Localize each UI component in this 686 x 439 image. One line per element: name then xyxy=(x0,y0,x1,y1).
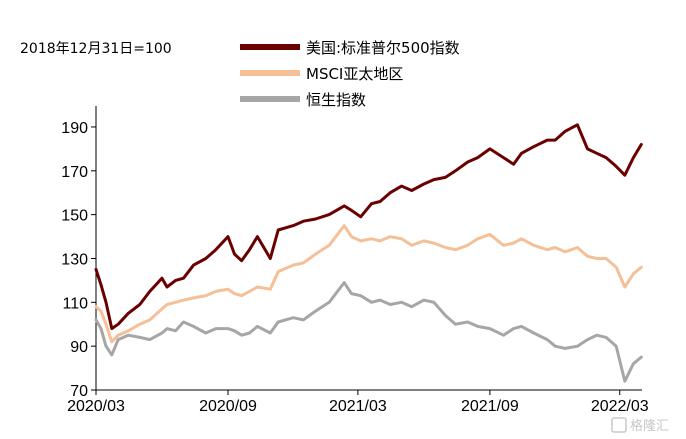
legend-item-hsi: 恒生指数 xyxy=(240,91,366,109)
y-tick-label: 190 xyxy=(61,120,88,137)
legend-item-msci: MSCI亚太地区 xyxy=(240,65,403,83)
baseline-note: 2018年12月31日=100 xyxy=(20,41,172,57)
x-tick-label: 2022/03 xyxy=(591,398,649,415)
watermark: 格隆汇 xyxy=(611,417,669,434)
legend-item-sp500: 美国:标准普尔500指数 xyxy=(240,39,460,57)
x-tick-label: 2020/03 xyxy=(67,398,125,415)
legend-label-sp500: 美国:标准普尔500指数 xyxy=(306,39,460,57)
series-line-2 xyxy=(94,281,643,383)
watermark-logo-icon xyxy=(611,417,627,433)
series-line-0 xyxy=(94,123,643,331)
y-tick-label: 90 xyxy=(70,339,88,356)
legend: 美国:标准普尔500指数 MSCI亚太地区 恒生指数 xyxy=(240,39,460,109)
x-tick-label: 2020/09 xyxy=(199,398,257,415)
series-line-1 xyxy=(94,224,643,344)
y-tick-label: 150 xyxy=(61,208,88,225)
legend-label-msci: MSCI亚太地区 xyxy=(306,65,403,83)
watermark-text: 格隆汇 xyxy=(630,418,669,434)
y-tick-label: 170 xyxy=(61,164,88,181)
y-tick-label: 110 xyxy=(62,295,88,312)
x-tick-label: 2021/03 xyxy=(329,398,387,415)
x-tick-label: 2021/09 xyxy=(461,398,519,415)
y-tick-label: 130 xyxy=(61,251,88,268)
plot-area: 70 90 110 130 150 170 190 2020/03 2020/09 2021/03… xyxy=(61,106,649,415)
legend-label-hsi: 恒生指数 xyxy=(306,91,366,109)
y-tick-label: 70 xyxy=(70,383,88,400)
